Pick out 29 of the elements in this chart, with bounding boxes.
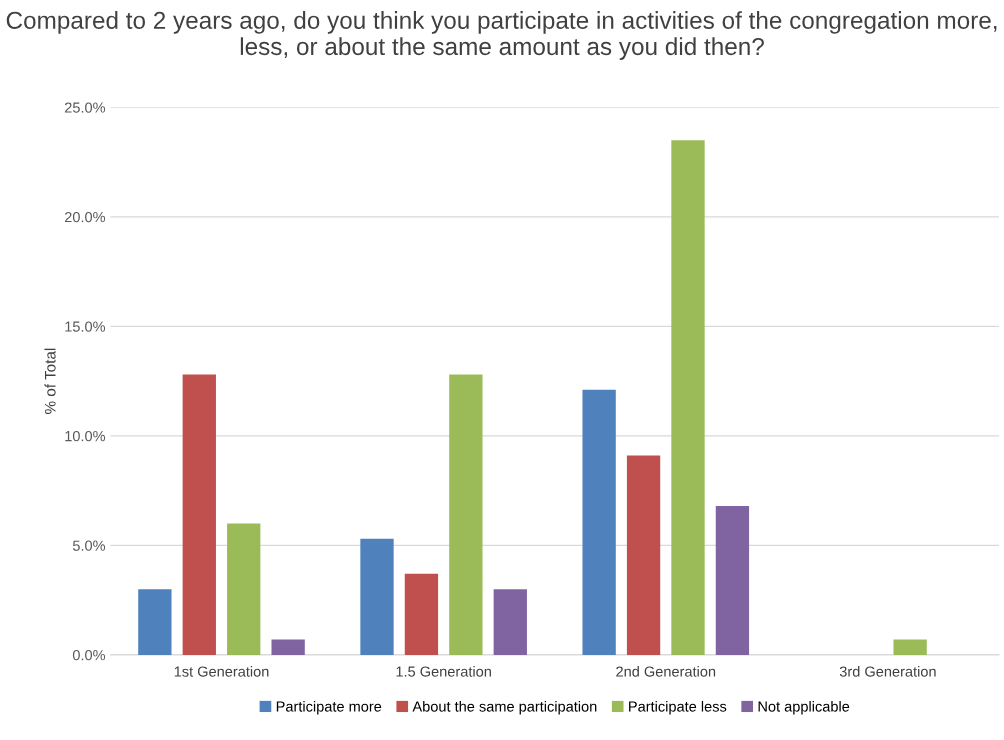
- x-tick-label: 1st Generation: [174, 666, 269, 677]
- bar: [182, 374, 216, 655]
- bar: [227, 523, 261, 655]
- y-axis-title: % of Total: [44, 348, 56, 414]
- bar: [582, 389, 616, 655]
- x-tick-label: 2nd Generation: [616, 666, 716, 677]
- legend-label: Participate more: [276, 700, 382, 715]
- x-tick-label: 1.5 Generation: [396, 666, 491, 677]
- y-tick-label: 15.0%: [65, 321, 106, 332]
- x-tick-label: 3rd Generation: [839, 666, 936, 677]
- bar: [715, 505, 750, 655]
- chart-title: Compared to 2 years ago, do you think you participate in activities of the congregation more, less, or about the same amount as you did then?: [6, 11, 997, 60]
- legend-label: About the same participation: [412, 700, 597, 715]
- bar: [271, 639, 305, 655]
- bar: [493, 589, 527, 655]
- bar: [893, 639, 927, 655]
- legend-label: Participate less: [629, 700, 727, 715]
- bar: [626, 455, 661, 655]
- bar: [671, 140, 705, 655]
- bar: [138, 589, 172, 655]
- bar: [360, 538, 394, 655]
- y-tick-label: 10.0%: [65, 430, 106, 442]
- bar: [404, 573, 439, 655]
- y-tick-label: 25.0%: [64, 102, 106, 113]
- legend-label: Not applicable: [758, 700, 850, 715]
- y-tick-label: 0.0%: [72, 650, 106, 661]
- y-tick-label: 5.0%: [72, 540, 106, 551]
- bar: [449, 374, 483, 655]
- y-tick-label: 20.0%: [64, 211, 106, 223]
